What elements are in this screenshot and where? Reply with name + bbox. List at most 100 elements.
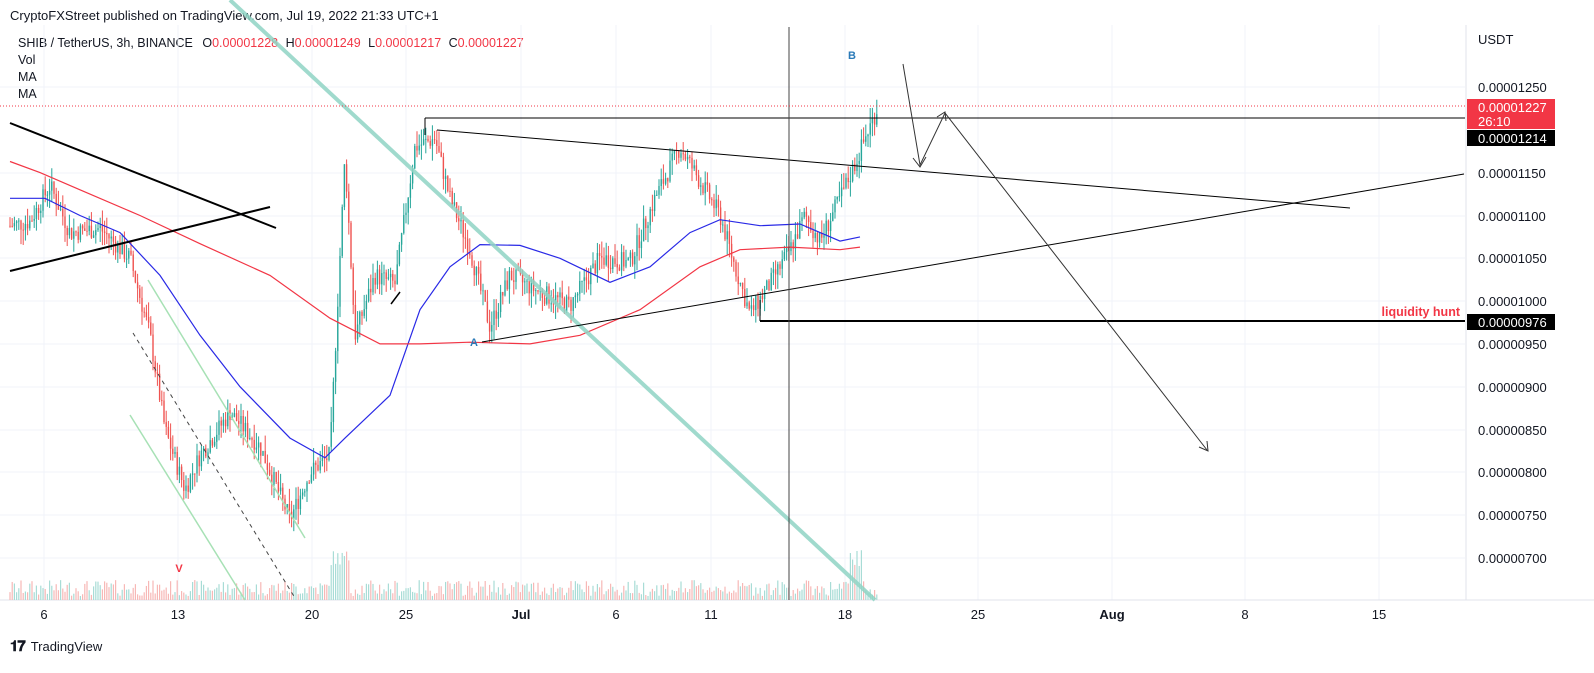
volume-bar xyxy=(293,583,295,600)
candle-body xyxy=(332,381,335,423)
volume-bar xyxy=(779,594,781,600)
volume-bar xyxy=(517,582,519,600)
volume-bar xyxy=(88,590,90,600)
volume-bar xyxy=(97,581,99,600)
volume-bar xyxy=(548,595,550,600)
volume-bar xyxy=(733,590,735,600)
candle-body xyxy=(499,292,502,313)
volume-bar xyxy=(409,587,411,600)
volume-bar xyxy=(62,588,64,600)
candle-body xyxy=(381,273,383,285)
volume-bar xyxy=(440,586,442,600)
volume-bar xyxy=(746,586,748,600)
volume-bar xyxy=(570,581,572,600)
tv-logo-icon[interactable]: 𝟏𝟕 xyxy=(10,638,26,655)
volume-bar xyxy=(610,583,612,600)
indicator-ma-2[interactable]: MA xyxy=(18,87,37,101)
volume-bar xyxy=(750,583,752,600)
volume-bar xyxy=(755,587,757,600)
volume-bar xyxy=(431,595,433,600)
volume-bar xyxy=(264,595,266,600)
volume-bar xyxy=(295,586,297,600)
volume-bar xyxy=(810,586,812,600)
volume-bar xyxy=(574,581,576,600)
volume-bar xyxy=(480,586,482,600)
candle-body xyxy=(282,487,284,499)
volume-bar xyxy=(678,587,680,600)
volume-bar xyxy=(236,583,238,600)
candle-body xyxy=(242,415,244,432)
volume-bar xyxy=(90,594,92,600)
x-tick-label: 11 xyxy=(704,607,718,622)
candle-body xyxy=(524,281,526,283)
volume-bar xyxy=(401,591,403,600)
volume-bar xyxy=(13,583,15,600)
candle-body xyxy=(31,220,33,222)
volume-bar xyxy=(805,580,807,600)
candle-body xyxy=(174,452,176,454)
candle-body xyxy=(645,218,647,229)
volume-bar xyxy=(867,592,869,600)
candle-body xyxy=(35,207,38,219)
volume-bar xyxy=(726,593,728,600)
volume-bar xyxy=(627,581,629,600)
indicator-ma-1[interactable]: MA xyxy=(18,70,37,84)
candle-body xyxy=(176,452,178,475)
candle-body xyxy=(451,191,453,205)
candle-body xyxy=(682,153,684,155)
volume-bar xyxy=(132,587,134,600)
volume-bar xyxy=(830,582,832,600)
volume-bar xyxy=(385,591,387,600)
y-tick-label: 0.00001050 xyxy=(1478,251,1547,266)
volume-bar xyxy=(20,580,22,600)
candle-body xyxy=(587,280,590,285)
candle-body xyxy=(557,295,559,298)
candle-body xyxy=(629,252,632,259)
footer-brand[interactable]: TradingView xyxy=(30,639,103,654)
volume-bar xyxy=(22,592,24,600)
symbol-label[interactable]: SHIB / TetherUS, 3h, BINANCE xyxy=(18,36,193,50)
volume-bar xyxy=(583,592,585,600)
volume-bar xyxy=(456,582,458,600)
candle-body xyxy=(552,303,555,305)
volume-bar xyxy=(341,552,343,600)
volume-bar xyxy=(640,594,642,600)
candle-body xyxy=(486,301,489,322)
candle-body xyxy=(576,293,579,296)
volume-bar xyxy=(658,595,660,600)
candle-body xyxy=(154,361,156,373)
volume-bar xyxy=(522,584,524,600)
volume-bar xyxy=(799,591,801,600)
volume-bar xyxy=(200,580,202,600)
candle-body xyxy=(92,235,95,238)
volume-bar xyxy=(71,595,73,600)
volume-bar xyxy=(768,583,770,600)
candle-body xyxy=(222,419,225,426)
candle-body xyxy=(70,228,73,239)
volume-bar xyxy=(559,587,561,600)
volume-bar xyxy=(691,580,693,600)
volume-bar xyxy=(313,587,315,600)
volume-bar xyxy=(513,587,515,600)
volume-bar xyxy=(123,584,125,600)
volume-bar xyxy=(838,583,840,600)
candle-body xyxy=(220,420,222,426)
candle-body xyxy=(506,280,508,290)
volume-bar xyxy=(845,581,847,600)
volume-bar xyxy=(834,589,836,600)
volume-bar xyxy=(557,588,559,600)
volume-bar xyxy=(445,581,447,600)
volume-bar xyxy=(79,595,81,600)
line2-tag xyxy=(1467,314,1555,330)
candle-body xyxy=(321,457,324,461)
high-value: 0.00001249 xyxy=(294,36,361,50)
volume-bar xyxy=(447,581,449,600)
candle-body xyxy=(515,269,517,282)
candle-body xyxy=(196,455,198,474)
indicator-vol[interactable]: Vol xyxy=(18,53,36,67)
candle-body xyxy=(832,212,834,222)
candle-body xyxy=(79,225,82,240)
triangle-upper xyxy=(436,129,1351,209)
candle-body xyxy=(389,273,392,278)
